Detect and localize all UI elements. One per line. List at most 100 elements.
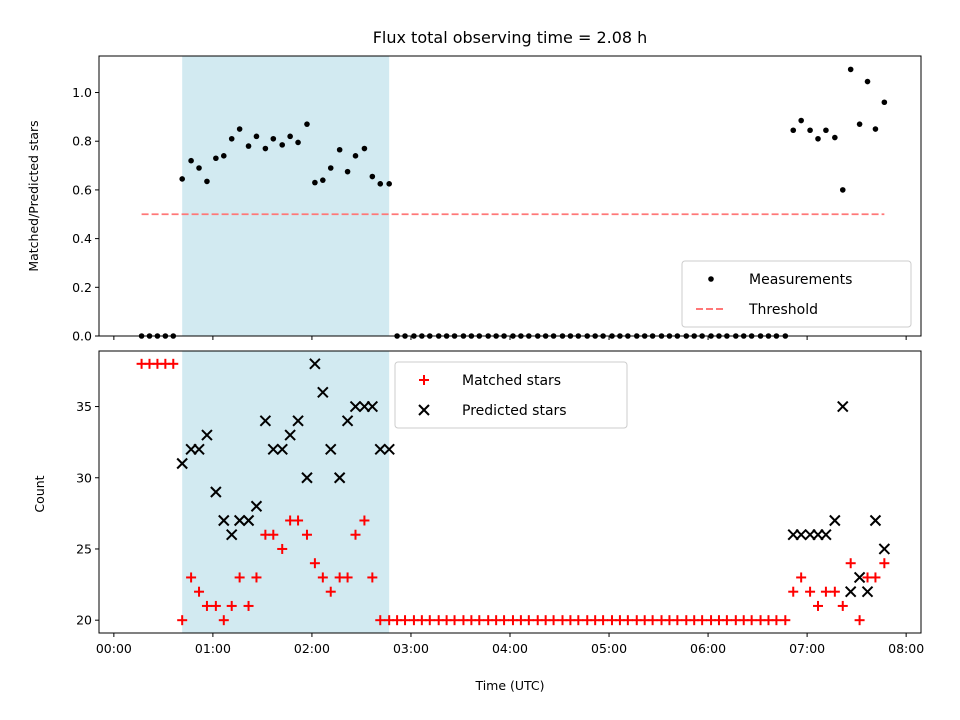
matched-star-point xyxy=(317,572,328,583)
x-tick-label: 07:00 xyxy=(789,641,825,656)
matched-star-point xyxy=(201,600,212,611)
measurement-point xyxy=(320,177,326,183)
predicted-star-point xyxy=(292,415,304,427)
matched-star-point xyxy=(400,615,411,626)
measurement-point xyxy=(312,179,318,186)
predicted-star-point xyxy=(837,400,849,413)
matched-star-point xyxy=(771,615,782,626)
predicted-star-point xyxy=(325,443,337,455)
measurement-point xyxy=(220,153,227,159)
y-tick-label: 30 xyxy=(76,470,92,485)
matched-star-point xyxy=(870,572,881,583)
matched-star-point xyxy=(359,515,370,526)
matched-star-point xyxy=(243,600,254,611)
matched-star-point xyxy=(622,615,633,626)
matched-star-point xyxy=(218,615,229,626)
measurement-point xyxy=(377,181,384,187)
predicted-star-point xyxy=(176,457,188,470)
matched-star-point xyxy=(796,572,807,583)
measurement-point xyxy=(369,173,376,180)
x-tick-label: 03:00 xyxy=(393,641,429,656)
legend-label: Threshold xyxy=(748,302,818,318)
predicted-star-point xyxy=(366,400,379,413)
top-y-axis-label: Matched/Predicted stars xyxy=(26,120,41,271)
x-tick-label: 04:00 xyxy=(492,641,528,656)
predicted-star-point xyxy=(861,585,874,598)
matched-star-point xyxy=(474,615,485,626)
predicted-star-point xyxy=(284,429,296,441)
matched-star-point xyxy=(721,615,732,626)
top-panel: Flux total observing time = 2.08 h Match… xyxy=(26,28,922,344)
matched-star-point xyxy=(301,529,312,540)
legend-box xyxy=(394,361,628,429)
predicted-star-point xyxy=(242,514,255,527)
matched-star-point xyxy=(499,615,510,626)
bottom-plot-frame xyxy=(98,350,922,634)
measurement-point xyxy=(823,127,829,134)
predicted-star-point xyxy=(233,514,246,527)
measurement-point xyxy=(336,146,343,153)
y-tick-label: 1.0 xyxy=(72,85,92,100)
matched-star-point xyxy=(805,586,816,597)
predicted-star-point xyxy=(193,443,205,455)
measurement-point xyxy=(287,133,293,140)
predicted-star-point xyxy=(820,529,832,541)
measurement-point xyxy=(295,139,301,146)
y-tick-label: 0.4 xyxy=(72,231,92,246)
measurement-point xyxy=(847,66,854,73)
y-tick-label: 20 xyxy=(76,613,92,628)
matched-star-point xyxy=(375,615,386,626)
measurement-point xyxy=(807,127,813,134)
measurement-point xyxy=(798,117,804,124)
matched-star-point xyxy=(424,615,435,626)
measurement-point xyxy=(832,134,838,141)
measurement-point xyxy=(352,153,359,159)
predicted-star-point xyxy=(301,472,313,484)
measurement-point xyxy=(790,127,797,134)
matched-star-point xyxy=(820,586,831,597)
measurement-point xyxy=(386,181,392,187)
predicted-star-point xyxy=(317,386,329,399)
measurement-point xyxy=(245,143,252,149)
x-tick-label: 00:00 xyxy=(96,641,132,656)
predicted-star-point xyxy=(276,443,288,455)
chart-title: Flux total observing time = 2.08 h xyxy=(373,28,648,47)
matched-star-point xyxy=(837,600,848,611)
legend-marker xyxy=(708,276,714,282)
measurement-point xyxy=(327,165,334,171)
predicted-star-point xyxy=(349,400,362,413)
matched-star-point xyxy=(854,615,865,626)
measurement-point xyxy=(344,168,351,175)
legend-label: Matched stars xyxy=(462,373,561,389)
x-tick-label: 05:00 xyxy=(591,641,627,656)
matched-star-point xyxy=(277,543,288,554)
matched-star-point xyxy=(168,358,179,369)
top-plot-frame xyxy=(98,55,922,337)
matched-star-point xyxy=(293,515,304,526)
legend-label: Measurements xyxy=(749,272,852,288)
matched-star-point xyxy=(350,529,361,540)
matched-star-point xyxy=(598,615,609,626)
measurement-point xyxy=(262,145,269,152)
predicted-star-point xyxy=(201,429,213,441)
x-axis-label: Time (UTC) xyxy=(474,678,544,693)
measurement-point xyxy=(279,142,286,148)
measurement-point xyxy=(253,133,260,140)
shaded-span xyxy=(182,56,390,336)
measurement-point xyxy=(361,145,368,152)
measurement-point xyxy=(188,157,194,164)
predicted-star-point xyxy=(259,415,272,427)
matched-star-point xyxy=(548,615,559,626)
measurement-point xyxy=(839,187,846,193)
predicted-star-point xyxy=(226,529,238,541)
matched-star-point xyxy=(829,586,840,597)
matched-star-point xyxy=(226,600,237,611)
x-tick-label: 06:00 xyxy=(690,641,726,656)
matched-star-point xyxy=(194,586,205,597)
measurement-point xyxy=(228,135,235,142)
matched-star-point xyxy=(813,600,824,611)
measurement-point xyxy=(179,176,185,182)
y-tick-label: 25 xyxy=(76,541,92,556)
y-tick-label: 0.2 xyxy=(72,280,92,295)
